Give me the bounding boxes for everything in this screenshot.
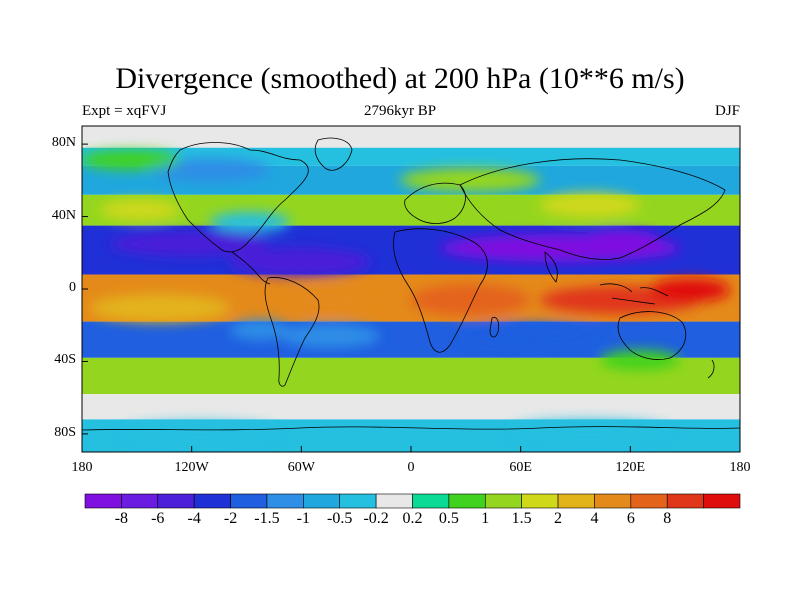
field-anomalies	[82, 150, 730, 442]
colorbar-swatch	[448, 493, 486, 509]
season-label: DJF	[714, 103, 740, 119]
coastline-africa	[393, 228, 488, 353]
coastline-north-america	[167, 142, 309, 253]
colorbar-label: -2	[223, 510, 238, 527]
field-anomaly-18	[82, 150, 180, 170]
field-anomaly-16	[150, 158, 270, 182]
field-anomaly-19	[510, 420, 670, 440]
coastline-australia	[617, 311, 687, 360]
colorbar-swatch	[303, 493, 341, 509]
lon-label: 60W	[287, 460, 315, 475]
field-anomaly-13	[460, 323, 600, 347]
coastline-new-zealand	[707, 359, 715, 379]
colorbar-label: 6	[626, 510, 635, 527]
lat-label: 0	[69, 280, 76, 295]
lon-label: 180	[729, 460, 751, 475]
contour-field	[82, 126, 740, 452]
chart-title: Divergence (smoothed) at 200 hPa (10**6 …	[115, 62, 685, 95]
colorbar-label: 2	[554, 510, 563, 527]
field-band-0	[82, 126, 740, 148]
lat-label: 40S	[54, 352, 76, 368]
colorbar-swatch	[266, 493, 304, 509]
field-anomaly-0	[230, 248, 370, 276]
axis-ticks	[81, 143, 741, 452]
field-anomaly-3	[110, 232, 270, 256]
colorbar-label: -0.5	[327, 510, 353, 527]
experiment-label: Expt = xqFVJ	[82, 103, 167, 119]
lon-label: 120W	[174, 460, 209, 475]
coastline-india	[544, 251, 558, 283]
field-anomaly-4	[410, 284, 530, 316]
field-anomaly-6	[290, 288, 370, 312]
field-anomaly-9	[210, 212, 290, 232]
colorbar-swatch	[412, 493, 450, 509]
colorbar-swatch	[375, 493, 413, 509]
colorbar-label: -0.2	[363, 510, 389, 527]
colorbar-label: -1.5	[254, 510, 280, 527]
colorbar-swatch	[484, 493, 522, 509]
colorbar-label: -8	[114, 510, 129, 527]
field-anomaly-8	[90, 294, 230, 322]
field-anomaly-15	[600, 350, 680, 370]
coastline-indonesia	[599, 283, 669, 305]
coastline-asia	[459, 158, 726, 260]
colorbar-swatch	[703, 493, 741, 509]
colorbar-label: 0.5	[438, 510, 459, 527]
colorbar-label: 1.5	[511, 510, 532, 527]
coastline-greenland	[314, 137, 353, 171]
colorbar-swatch	[84, 493, 122, 509]
field-band-8	[82, 394, 740, 420]
colorbar-label: 1	[481, 510, 490, 527]
field-band-3	[82, 194, 740, 226]
field-anomaly-10	[540, 193, 640, 217]
colorbar-swatch	[630, 493, 668, 509]
coastlines	[82, 137, 740, 431]
lon-label: 180	[71, 460, 93, 475]
colorbar-swatch	[594, 493, 632, 509]
colorbar	[84, 493, 741, 509]
field-anomaly-20	[120, 422, 280, 442]
colorbar-swatch	[557, 493, 595, 509]
coastline-antarctica	[82, 426, 740, 431]
field-anomaly-11	[100, 200, 180, 220]
colorbar-swatch	[193, 493, 231, 509]
colorbar-swatch	[121, 493, 159, 509]
colorbar-label: 8	[663, 510, 672, 527]
coastline-europe	[404, 182, 466, 224]
colorbar-swatch	[339, 493, 377, 509]
lon-label: 60E	[509, 460, 532, 475]
colorbar-label: -6	[151, 510, 165, 527]
coastline-madagascar	[489, 316, 500, 338]
lat-label: 80S	[54, 424, 76, 440]
colorbar-swatch	[666, 493, 704, 509]
lon-label: 0	[407, 460, 415, 475]
colorbar-swatch	[157, 493, 195, 509]
colorbar-swatch	[230, 493, 268, 509]
lon-label: 120E	[615, 460, 646, 475]
lat-label: 40N	[51, 207, 76, 223]
field-anomaly-12	[280, 324, 380, 348]
field-anomaly-7	[650, 278, 730, 302]
colorbar-label: -4	[187, 510, 201, 527]
colorbar-label: -1	[296, 510, 310, 527]
colorbar-label: 0.2	[402, 510, 423, 527]
colorbar-swatch	[521, 493, 559, 509]
field-anomaly-14	[230, 320, 290, 340]
lat-label: 80N	[51, 135, 76, 151]
coastline-south-america	[264, 277, 320, 387]
period-label: 2796kyr BP	[363, 103, 437, 119]
colorbar-label: 4	[590, 510, 599, 527]
field-anomaly-2	[580, 230, 660, 250]
